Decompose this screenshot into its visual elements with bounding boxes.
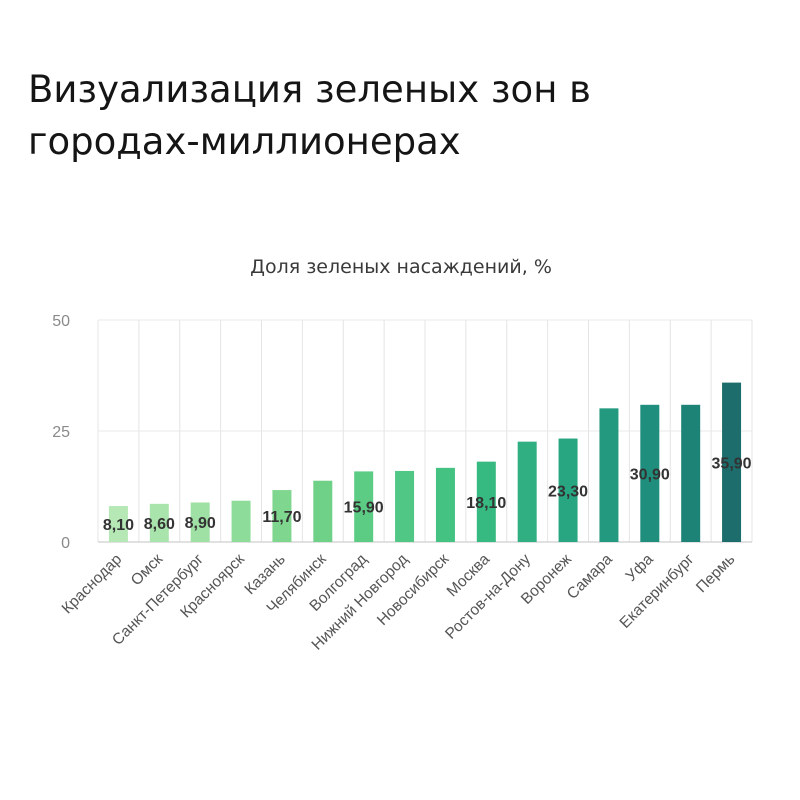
y-axis-ticks: 0 25 50	[52, 313, 70, 552]
bar	[354, 471, 374, 542]
data-label: 11,70	[262, 509, 301, 526]
data-label: 8,90	[185, 515, 216, 532]
page-headline: Визуализация зеленых зон в городах-милли…	[28, 68, 591, 163]
x-tick-label: Самара	[564, 551, 616, 603]
data-label: 18,10	[466, 495, 506, 512]
bar	[190, 502, 210, 542]
bar	[558, 438, 578, 542]
x-tick-label: Уфа	[623, 551, 657, 585]
y-tick-label: 50	[52, 313, 70, 330]
bar	[681, 404, 701, 542]
bar	[108, 506, 128, 542]
bar	[231, 500, 251, 542]
data-label: 23,30	[548, 483, 588, 500]
data-label: 30,90	[630, 466, 670, 483]
data-labels: 8,10 8,60 8,90 11,70 15,90 18,10 23,30 30,90 35,…	[103, 455, 752, 534]
x-tick-label: Омск	[128, 551, 167, 590]
x-tick-label: Новосибирск	[374, 551, 452, 629]
bar	[313, 480, 333, 542]
data-label: 35,90	[712, 455, 752, 472]
data-label: 8,60	[144, 516, 175, 533]
bar	[599, 408, 619, 542]
bar	[272, 490, 292, 542]
x-axis-category-labels: Краснодар ОмскСанкт-ПетербургКрасноярскКа…	[59, 550, 739, 653]
bar	[435, 467, 455, 542]
bars	[108, 382, 742, 542]
data-label: 15,90	[344, 500, 384, 517]
x-tick-label: Пермь	[693, 551, 738, 596]
bar	[722, 382, 742, 542]
chart-title: Доля зеленых насаждений, %	[250, 256, 552, 278]
bar	[517, 441, 537, 542]
bar	[476, 461, 496, 542]
bar	[395, 470, 415, 542]
x-tick-label: Краснодар	[59, 551, 126, 618]
bar	[149, 503, 169, 542]
data-label: 8,10	[103, 517, 134, 534]
bar	[640, 404, 660, 542]
y-tick-label: 0	[61, 535, 70, 552]
x-tick-label: Екатеринбург	[617, 551, 698, 632]
y-tick-label: 25	[52, 424, 70, 441]
